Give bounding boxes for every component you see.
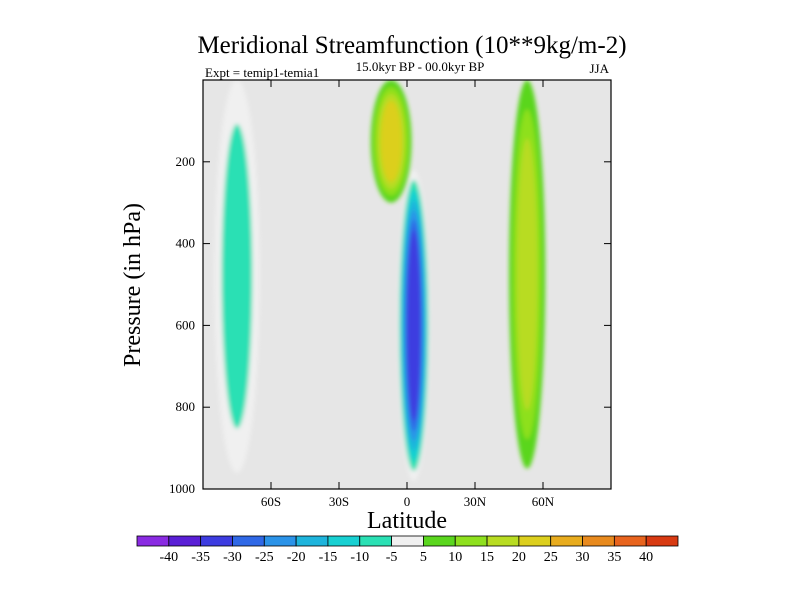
colorbar-swatch <box>359 535 392 547</box>
x-tick-label: 30S <box>329 494 349 509</box>
y-tick-label: 200 <box>176 154 196 169</box>
colorbar-label: -35 <box>191 550 210 565</box>
colorbar-swatch <box>550 535 583 547</box>
x-axis-label: Latitude <box>367 508 447 534</box>
colorbar-swatch <box>232 535 265 547</box>
colorbar-swatch <box>613 535 647 547</box>
colorbar-swatch <box>295 535 329 547</box>
colorbar-swatch <box>645 535 679 547</box>
experiment-label: Expt = temip1-temia1 <box>205 65 319 80</box>
season-label: JJA <box>589 61 609 76</box>
colorbar-label: -10 <box>350 550 369 565</box>
colorbar-label: -30 <box>223 550 242 565</box>
contour-level <box>516 138 538 411</box>
contour-level <box>380 100 402 182</box>
colorbar-label: -25 <box>255 550 274 565</box>
x-tick-label: 0 <box>404 494 411 509</box>
colorbar-swatch <box>423 535 456 547</box>
colorbar-swatch <box>200 535 233 547</box>
contour-field <box>214 80 546 481</box>
colorbar-label: 20 <box>512 550 526 565</box>
mid-latitude-positive <box>509 80 546 469</box>
colorbar-swatch <box>168 535 202 547</box>
colorbar-swatch <box>518 535 552 547</box>
y-tick-label: 800 <box>176 399 196 414</box>
colorbar-swatch <box>582 535 615 547</box>
colorbar-label: -20 <box>287 550 306 565</box>
colorbar-label: 10 <box>448 550 462 565</box>
colorbar-swatch <box>136 535 170 547</box>
x-tick-label: 60S <box>261 494 281 509</box>
colorbar-swatch <box>486 535 520 547</box>
colorbar-label: -40 <box>159 550 178 565</box>
contour-level <box>406 229 421 421</box>
colorbar-label: 30 <box>576 550 590 565</box>
colorbar-label: 5 <box>420 550 427 565</box>
y-tick-label: 400 <box>176 236 196 251</box>
x-tick-label: 60N <box>532 494 555 509</box>
chart-title: Meridional Streamfunction (10**9kg/m-2) <box>197 32 626 59</box>
x-axis: 60S 30S 0 30N 60N <box>261 80 555 509</box>
y-axis: 200 400 600 800 1000 <box>169 154 611 496</box>
colorbar-swatch <box>454 535 488 547</box>
colorbar-swatch <box>263 535 297 547</box>
colorbar-label: 15 <box>480 550 494 565</box>
y-axis-label: Pressure (in hPa) <box>120 203 146 367</box>
y-tick-label: 600 <box>176 317 196 332</box>
contour-level <box>221 124 253 429</box>
colorbar-label: -15 <box>319 550 338 565</box>
colorbar-label: -5 <box>386 550 398 565</box>
colorbar-label: 35 <box>607 550 621 565</box>
colorbar-label: 40 <box>639 550 653 565</box>
chart-subtitle: 15.0kyr BP - 00.0kyr BP <box>356 59 485 74</box>
southern-polar-cell <box>214 80 260 473</box>
equatorial-negative-cell <box>397 169 430 481</box>
colorbar-swatch <box>391 535 424 547</box>
colorbar-label: 25 <box>544 550 558 565</box>
x-tick-label: 30N <box>464 494 487 509</box>
colorbar: -40 -35 -30 -25 -20 -15 -10 -5 5 10 15 20 25 30 35 40 <box>136 535 679 565</box>
y-tick-label: 1000 <box>169 481 195 496</box>
colorbar-swatch <box>327 535 361 547</box>
upper-tropical-positive <box>370 80 412 203</box>
